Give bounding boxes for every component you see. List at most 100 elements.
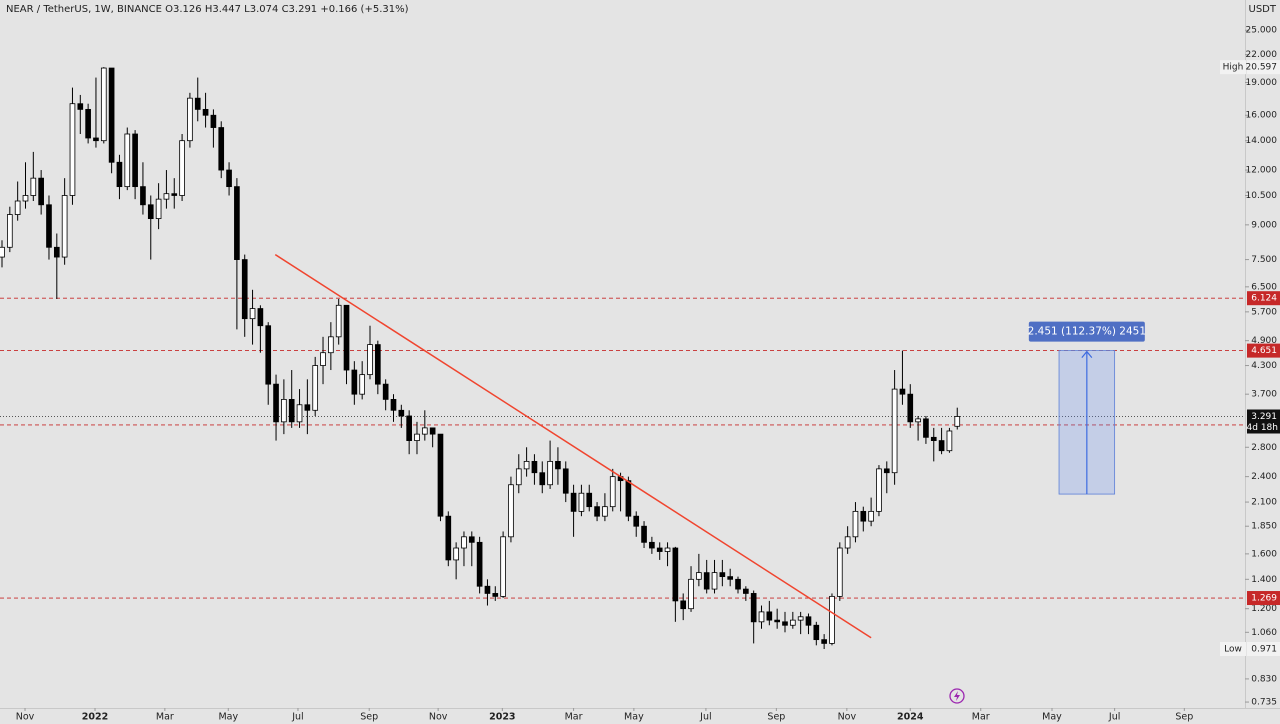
x-tick-label: Jul (699, 712, 711, 723)
candle (359, 361, 366, 400)
candle-body (320, 352, 326, 366)
candle-body (703, 572, 710, 590)
candle-body (429, 427, 436, 435)
measure-label-box (1028, 321, 1145, 342)
high-tag (1247, 60, 1280, 75)
candle (93, 77, 99, 148)
candle-body (539, 472, 546, 486)
candle-body (609, 476, 616, 508)
candle-body (187, 97, 193, 142)
candle-body (30, 177, 37, 196)
candle (187, 92, 193, 148)
candle-body (641, 525, 647, 543)
symbol: NEAR / TetherUS, 1W, BINANCE (6, 4, 162, 15)
candle-body (680, 600, 687, 610)
icon-circle[interactable] (949, 688, 965, 704)
currency-box (1246, 0, 1280, 18)
change: +0.166 (+5.31%) (320, 4, 408, 15)
candle-body (312, 365, 319, 411)
candle-body (625, 480, 632, 517)
candle (328, 322, 334, 371)
candle (868, 497, 874, 527)
low: L3.074 (244, 4, 278, 15)
x-tick-label: Mar (972, 712, 990, 723)
candle-body (923, 418, 929, 438)
candle (727, 568, 734, 587)
candle (61, 178, 68, 265)
candle-body (140, 186, 146, 206)
candle-body (750, 593, 757, 623)
candle (468, 531, 475, 567)
candle (194, 77, 201, 122)
candle-body (61, 195, 68, 258)
candle-body (774, 619, 780, 623)
candle-body (288, 399, 295, 423)
candle (249, 289, 256, 345)
candle-body (860, 510, 867, 522)
candle-body (351, 369, 358, 395)
candle-body (852, 510, 859, 538)
candle-body (907, 393, 914, 423)
candle (883, 461, 890, 494)
level-tag (1247, 291, 1280, 306)
candle (789, 611, 796, 629)
candle-body (782, 621, 788, 626)
candle-body (406, 415, 412, 441)
candle (586, 484, 593, 512)
candle (46, 195, 52, 260)
candle-body (915, 418, 921, 423)
candle (954, 407, 961, 430)
candle-body (77, 103, 84, 110)
candle (915, 415, 921, 441)
candle (163, 170, 170, 209)
candle-body (484, 585, 491, 594)
icon-bolt[interactable] (954, 691, 960, 701)
candle-body (421, 427, 428, 435)
x-tick-label: Mar (565, 712, 583, 723)
candle (703, 559, 710, 594)
close: C3.291 (282, 4, 318, 15)
y-tick-label: 6.500 (1251, 282, 1277, 292)
x-tick-label: Sep (1175, 712, 1193, 723)
candle-body (766, 611, 773, 621)
replay-icon[interactable] (949, 688, 965, 704)
candle-body (234, 186, 240, 260)
candle-body (6, 214, 13, 248)
candle-body (241, 259, 248, 320)
candle-body (210, 114, 217, 128)
candle-body (954, 416, 961, 427)
candle (375, 340, 381, 395)
y-tick-label: 1.850 (1251, 522, 1277, 532)
candle (797, 611, 804, 635)
y-tick-label: 9.000 (1251, 220, 1277, 230)
candle (445, 511, 452, 567)
candle-body (656, 547, 663, 552)
candle-body (132, 133, 138, 188)
candle (523, 447, 530, 477)
candle-body (938, 440, 945, 452)
candle (641, 521, 647, 549)
candle-body (523, 460, 530, 470)
candle-body (155, 198, 162, 220)
candle (100, 67, 107, 144)
y-tick-label: 19.000 (1246, 78, 1278, 88)
candle (461, 531, 467, 567)
y-tick-label: 1.600 (1251, 549, 1277, 559)
candle (116, 154, 123, 200)
y-tick-label: 4.300 (1251, 361, 1277, 371)
candle (876, 465, 882, 517)
candle (539, 461, 546, 494)
candle-body (343, 304, 350, 371)
candle-body (876, 468, 882, 512)
candle (288, 370, 295, 428)
candle-body (46, 204, 52, 248)
y-tick-label: 0.735 (1251, 698, 1277, 708)
candle-body (743, 588, 749, 594)
candle (570, 484, 577, 537)
candle (680, 593, 687, 621)
candle (429, 427, 436, 448)
candle (938, 427, 945, 455)
y-tick-label: 1.060 (1251, 628, 1277, 638)
candle-body (85, 108, 91, 139)
candle-body (304, 404, 311, 411)
